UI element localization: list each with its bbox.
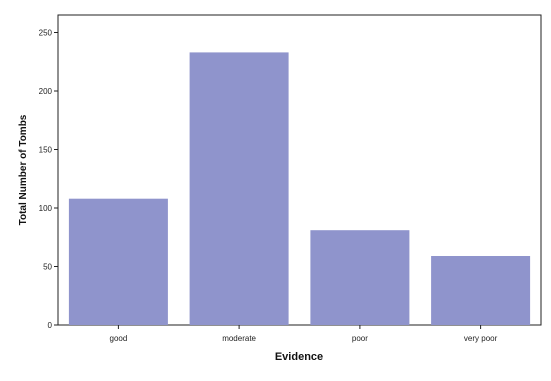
x-axis: good moderate poor very poor: [110, 325, 498, 343]
y-axis: 0 50 100 150 200 250: [39, 29, 58, 330]
bars-layer: [68, 52, 531, 326]
y-axis-label: Total Number of Tombs: [18, 114, 29, 225]
y-tick-label: 50: [43, 263, 52, 272]
x-tick-label: poor: [352, 334, 368, 343]
y-tick-label: 0: [48, 321, 53, 330]
y-tick-label: 100: [39, 204, 53, 213]
bar-poor: [310, 230, 410, 325]
x-axis-label: Evidence: [275, 351, 323, 363]
bar-very-poor: [431, 256, 531, 325]
x-tick-label: moderate: [222, 334, 256, 343]
x-tick-label: good: [110, 334, 128, 343]
y-tick-label: 200: [39, 87, 53, 96]
y-tick-label: 250: [39, 29, 53, 38]
bar-moderate: [189, 52, 289, 326]
bar-good: [68, 198, 168, 325]
x-tick-label: very poor: [464, 334, 498, 343]
y-tick-label: 150: [39, 146, 53, 155]
